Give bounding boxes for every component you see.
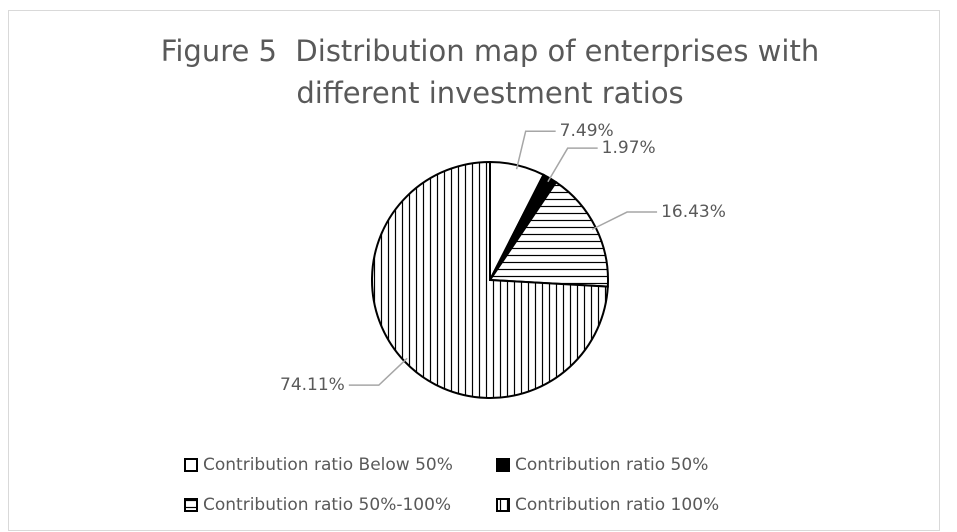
data-label: 1.97% [602, 138, 656, 158]
legend-label: Contribution ratio 50%-100% [203, 495, 451, 515]
data-label: 7.49% [560, 121, 614, 141]
legend-label: Contribution ratio 100% [515, 495, 719, 515]
data-label: 74.11% [280, 375, 345, 395]
chart-border [8, 10, 940, 531]
legend-label: Contribution ratio Below 50% [203, 455, 453, 475]
leader-line [547, 147, 598, 183]
legend-label: Contribution ratio 50% [515, 455, 708, 475]
legend-swatch [184, 498, 198, 512]
data-label: 16.43% [661, 202, 726, 222]
leader-line [591, 211, 658, 231]
leader-line [348, 357, 408, 386]
chart-title: Figure 5 Distribution map of enterprises… [160, 34, 829, 110]
leader-line [515, 130, 556, 170]
legend-swatch [184, 458, 198, 472]
legend-swatch [496, 458, 510, 472]
legend-swatch [496, 498, 510, 512]
